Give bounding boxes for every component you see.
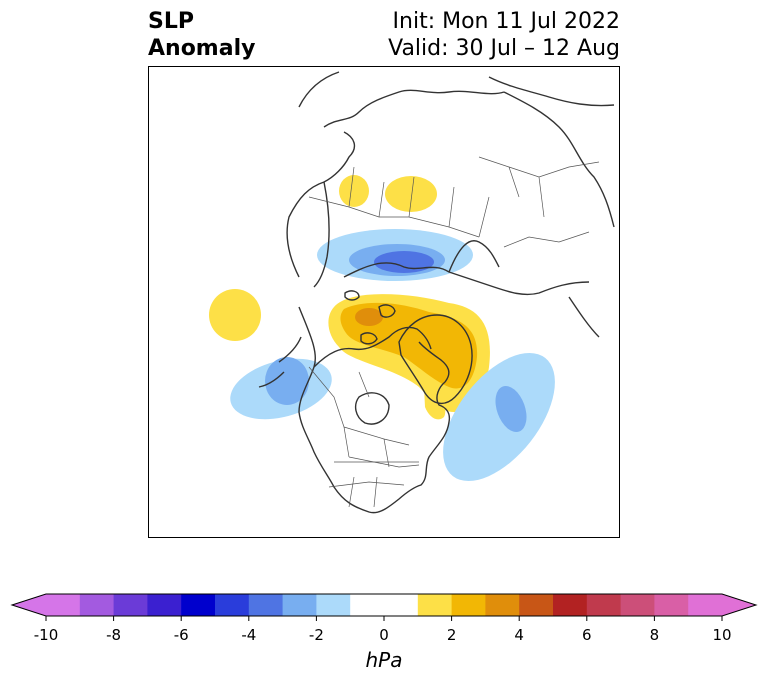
colorbar [10,593,758,621]
anomaly-atlantic-low-inner [495,385,527,433]
colorbar-segment [181,594,216,616]
colorbar-segment [46,594,81,616]
anomaly-kara-low-inner [374,251,434,273]
anomaly-central-pacific-high [209,289,261,341]
map-dates: Init: Mon 11 Jul 2022 Valid: 30 Jul – 12… [388,8,620,62]
map-title: SLP Anomaly [148,8,255,62]
colorbar-segment [316,594,351,616]
colorbar-tick-label: 0 [379,626,389,644]
colorbar-segments [10,593,758,621]
colorbar-segment [620,594,655,616]
colorbar-segment [485,594,520,616]
borders [308,156,600,508]
colorbar-segment [248,594,284,616]
colorbar-tick-label: -8 [106,626,122,644]
colorbar-segment [384,594,419,616]
colorbar-tick-label: 10 [712,626,732,644]
colorbar-extend-min [12,594,46,616]
anomaly-europe-high-east [385,176,437,212]
colorbar-tick-label: -6 [173,626,189,644]
colorbar-tick-label: 4 [514,626,524,644]
colorbar-tick-label: -10 [33,626,59,644]
colorbar-segment [417,594,453,616]
valid-period: Valid: 30 Jul – 12 Aug [388,36,620,61]
colorbar-segment [519,594,554,616]
colorbar-segment [350,594,385,616]
colorbar-segment [451,594,486,616]
init-date: Init: Mon 11 Jul 2022 [392,9,620,34]
colorbar-tick-label: 8 [649,626,660,644]
colorbar-segment [113,594,148,616]
anomaly-fills [209,175,555,482]
colorbar-segment [586,594,622,616]
colorbar-tick-label: -2 [308,626,324,644]
colorbar-unit: hPa [365,648,403,672]
colorbar-segment [282,594,317,616]
polar-map [148,66,620,538]
colorbar-segment [79,594,115,616]
anomaly-ne-pacific-low-inner [265,357,309,405]
anomaly-atlantic-low-outer [443,352,555,482]
coastlines [258,71,615,514]
colorbar-tick-label: 2 [446,626,457,644]
colorbar-segment [688,594,723,616]
colorbar-extend-max [722,594,756,616]
colorbar-segment [654,594,689,616]
anomaly-arctic-high-core [355,308,383,326]
map-canvas [209,71,615,514]
title-line-1: SLP [148,9,194,34]
colorbar-tick-label: 6 [582,626,592,644]
colorbar-segment [215,594,250,616]
colorbar-tick-label: -4 [241,626,257,644]
colorbar-segment [147,594,182,616]
colorbar-segment [553,594,588,616]
anomaly-europe-high-west [339,175,369,207]
title-line-2: Anomaly [148,36,256,61]
anomaly-atlantic-high-tail [424,387,446,420]
